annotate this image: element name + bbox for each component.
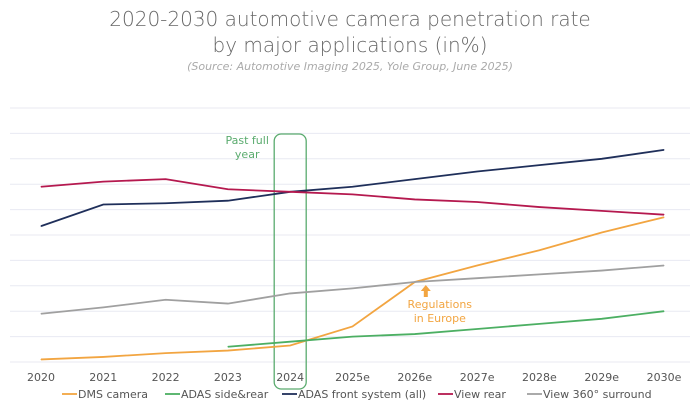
x-tick-label: 2025e [335,371,370,384]
annotation-regulations: in Europe [414,312,466,325]
data-point [165,202,167,204]
data-point [538,273,540,275]
data-point [352,186,353,188]
data-point [102,181,104,183]
data-point [663,310,665,312]
x-tick-label: 2029e [584,371,619,384]
data-point [476,264,478,266]
data-point [289,292,291,294]
data-point [289,344,291,346]
series-line-2 [40,149,665,227]
data-point [414,178,416,180]
data-point [352,336,353,338]
x-tick-label: 2022 [152,371,180,384]
data-point [476,171,478,172]
data-point [663,214,665,216]
x-tick-label: 2023 [214,371,242,384]
data-point [40,313,42,315]
data-point [476,277,478,279]
data-point [40,358,42,360]
data-point [289,191,291,193]
legend-label: ADAS front system (all) [298,388,426,401]
data-point [165,352,167,354]
data-point [476,328,478,330]
data-point [102,356,104,358]
data-point [289,341,291,343]
legend-label: View 360° surround [543,388,652,401]
x-tick-label: 2030e [647,371,682,384]
chart-title-line2: by major applications (in%) [212,33,488,57]
data-point [227,188,229,190]
x-tick-label: 2027e [460,371,495,384]
data-point [663,264,665,266]
data-point [476,201,478,203]
data-point [663,149,665,151]
data-point [663,216,665,218]
data-point [40,186,42,188]
legend-label: ADAS side&rear [181,388,269,401]
x-tick-label: 2028e [522,371,557,384]
series-line-4 [40,264,665,315]
data-point [165,299,167,301]
x-tick-label: 2026e [397,371,432,384]
data-point [414,281,416,283]
annotation-past-full-year: year [235,148,260,161]
data-point [227,200,229,202]
data-point [352,325,353,327]
annotation-regulations: Regulations [408,298,473,311]
data-point [227,346,229,348]
data-point [352,287,353,289]
data-point [414,198,416,200]
data-point [414,333,416,335]
legend-label: View rear [454,388,506,401]
data-point [601,158,603,160]
data-point [601,210,603,212]
x-tick-label: 2020 [27,371,55,384]
data-point [102,204,104,206]
past-year-highlight [273,133,307,390]
data-point [538,323,540,325]
x-tick-label: 2021 [89,371,117,384]
data-point [601,270,603,272]
chart-title-line1: 2020-2030 automotive camera penetration … [109,7,591,31]
legend-label: DMS camera [78,388,148,401]
x-tick-label: 2024 [276,371,304,384]
data-point [601,231,603,233]
data-point [352,193,353,195]
data-point [601,318,603,320]
arrow-up-icon [420,285,431,297]
data-point [102,306,104,308]
annotation-past-full-year: Past full [226,134,269,147]
data-point [538,206,540,208]
data-point [538,164,540,166]
data-point [40,225,42,227]
data-point [538,249,540,251]
data-point [227,350,229,352]
series-line-1 [227,310,665,348]
data-point [165,178,167,180]
data-point [227,303,229,305]
chart-subtitle: (Source: Automotive Imaging 2025, Yole G… [187,60,513,73]
